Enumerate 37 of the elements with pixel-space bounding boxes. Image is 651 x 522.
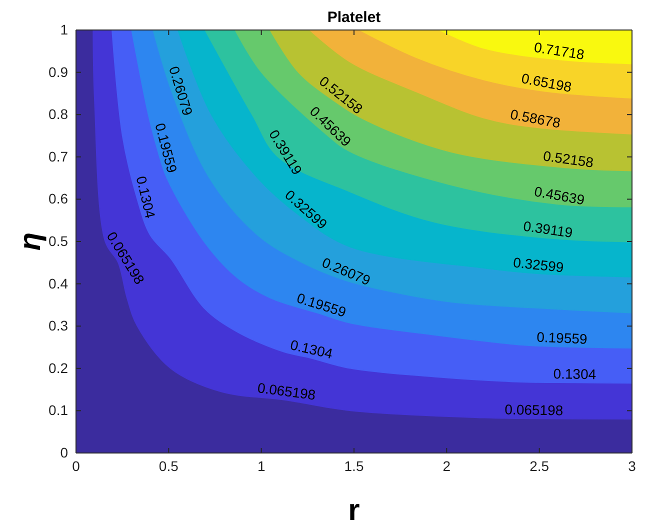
x-tick-label: 3 xyxy=(628,458,636,474)
y-tick-label: 0.3 xyxy=(48,318,68,334)
y-tick-label: 0.5 xyxy=(48,232,68,249)
annotation: 0.19559 xyxy=(294,290,348,320)
annotation: 0.45639 xyxy=(533,183,586,208)
annotation: 0.065198 xyxy=(256,379,317,403)
annotation: 0.19559 xyxy=(152,121,180,175)
annotation: 0.1304 xyxy=(133,174,159,220)
x-tick-label: 0 xyxy=(72,458,80,474)
y-tick-label: 0.6 xyxy=(48,190,68,207)
x-tick-label: 2.5 xyxy=(530,458,550,474)
y-tick-label: 0.9 xyxy=(48,64,68,80)
annotation: 0.32599 xyxy=(512,254,565,276)
x-axis-title: r xyxy=(348,494,360,522)
y-tick-label: 0.7 xyxy=(48,148,68,164)
x-tick-label: 1.5 xyxy=(344,458,364,474)
annotation: 0.1304 xyxy=(553,365,596,382)
y-tick-label: 0.1 xyxy=(48,402,68,418)
annotation: 0.71718 xyxy=(533,38,586,63)
y-tick-label: 0.2 xyxy=(48,360,68,376)
annotation: 0.1304 xyxy=(288,336,334,362)
annotation: 0.52158 xyxy=(542,148,595,170)
annotation: 0.19559 xyxy=(536,328,588,347)
chart-title: Platelet xyxy=(327,9,381,26)
annotation: 0.39119 xyxy=(522,218,574,241)
y-axis-title: η xyxy=(14,232,47,251)
annotation: 0.58678 xyxy=(509,106,562,131)
annotation: 0.26079 xyxy=(166,64,196,118)
x-tick-label: 0.5 xyxy=(158,458,179,474)
x-tick-label: 1 xyxy=(257,458,266,474)
y-tick-label: 0.8 xyxy=(48,106,68,122)
y-tick-label: 0.4 xyxy=(48,275,68,292)
annotation: 0.065198 xyxy=(504,401,564,418)
y-tick-label: 1 xyxy=(60,21,68,38)
y-tick-label: 0 xyxy=(60,444,68,460)
x-tick-label: 2 xyxy=(442,458,451,474)
annotation: 0.65198 xyxy=(520,70,574,96)
